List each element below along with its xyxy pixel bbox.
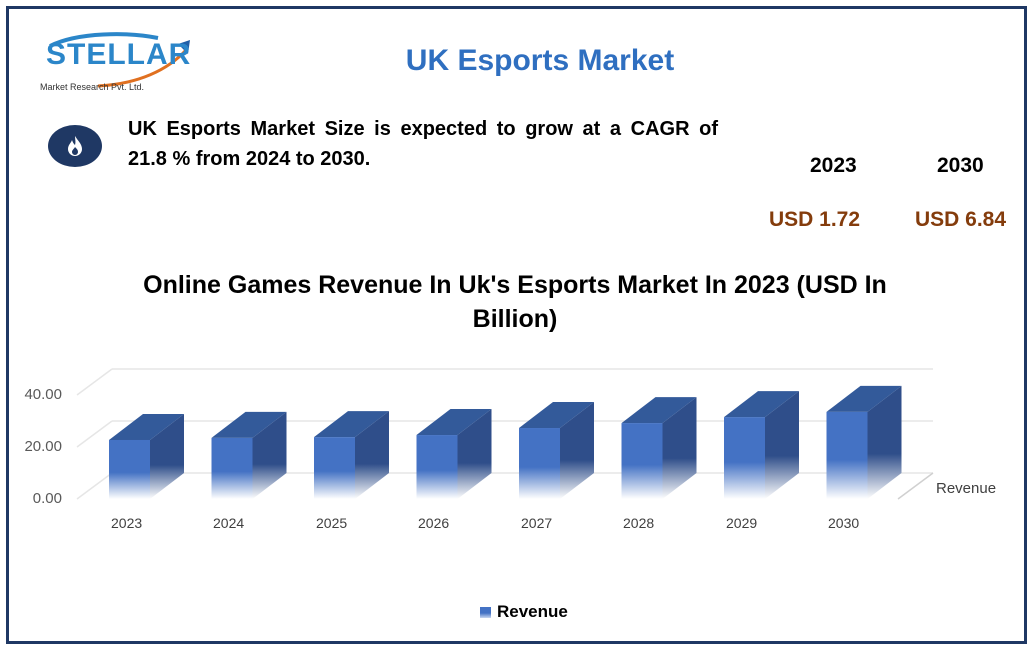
- bar-2025: [314, 411, 389, 499]
- cagr-summary: UK Esports Market Size is expected to gr…: [128, 118, 718, 170]
- y-tick-20: 20.00: [24, 438, 62, 455]
- end-value: USD 6.84: [915, 208, 1007, 231]
- bar-2026: [416, 409, 492, 499]
- y-tick-40: 40.00: [24, 386, 62, 403]
- bar-2024: [211, 411, 287, 499]
- page-title: UK Esports Market: [405, 44, 675, 77]
- y-tick-0: 0.00: [32, 490, 62, 507]
- bar-2030: [826, 385, 902, 499]
- end-year-label: 2030: [937, 154, 984, 177]
- infographic-frame: [6, 6, 1027, 644]
- x-tick: 2029: [726, 515, 758, 531]
- bar-2029: [724, 391, 799, 499]
- logo-subtext: Market Research Pvt. Ltd.: [40, 82, 145, 92]
- x-tick: 2028: [623, 515, 655, 531]
- x-tick: 2030: [828, 515, 860, 531]
- bars: [109, 385, 902, 499]
- bar-2027: [519, 402, 594, 499]
- x-tick: 2027: [521, 515, 553, 531]
- x-tick: 2026: [418, 515, 450, 531]
- depth-axis-label: Revenue: [936, 480, 997, 497]
- bar-2028: [621, 397, 697, 499]
- x-tick: 2023: [111, 515, 143, 531]
- chart-title: Online Games Revenue In Uk's Esports Mar…: [143, 271, 887, 333]
- start-value: USD 1.72: [769, 208, 861, 231]
- x-tick: 2024: [213, 515, 245, 531]
- legend-label: Revenue: [497, 602, 568, 621]
- revenue-chart: [76, 368, 934, 500]
- chart-legend: Revenue: [480, 602, 568, 622]
- logo-swoosh-icon: [49, 32, 190, 88]
- gridlines: [76, 368, 933, 500]
- flame-icon: [48, 125, 102, 167]
- start-year-label: 2023: [810, 154, 857, 177]
- legend-swatch: [480, 606, 491, 618]
- logo-text: STELLAR: [46, 38, 192, 71]
- x-tick: 2025: [316, 515, 348, 531]
- bar-2023: [109, 413, 184, 499]
- stellar-logo: STELLAR Market Research Pvt. Ltd.: [38, 30, 198, 100]
